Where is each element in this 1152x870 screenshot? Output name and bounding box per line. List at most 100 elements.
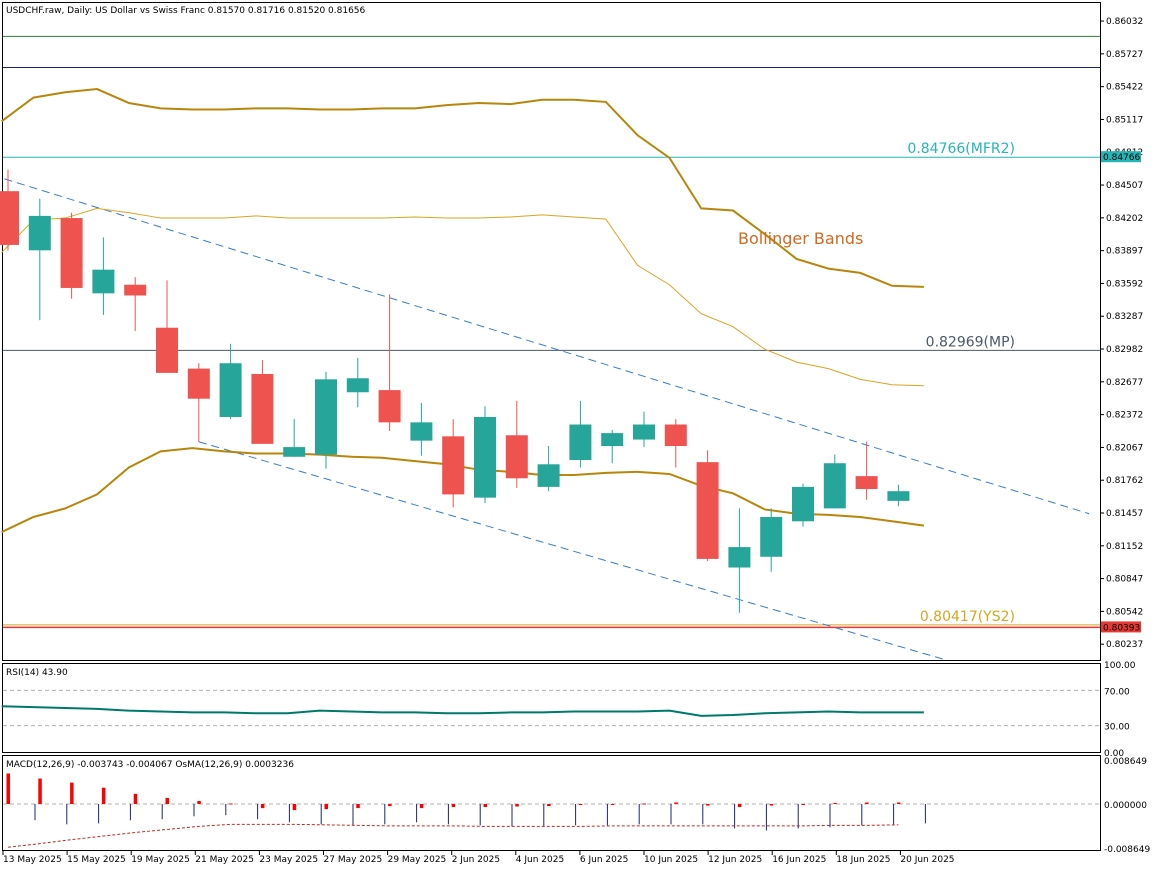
- candle-body[interactable]: [442, 436, 465, 495]
- candle-body[interactable]: [505, 435, 528, 479]
- candle[interactable]: [283, 419, 306, 457]
- macd-axis-label: 0.008649: [1104, 757, 1147, 767]
- candle-body[interactable]: [251, 373, 274, 444]
- time-axis-label: 20 Jun 2025: [900, 855, 954, 865]
- candle-body[interactable]: [92, 269, 115, 294]
- candle-body[interactable]: [474, 416, 496, 498]
- candle-body[interactable]: [28, 215, 51, 251]
- candle[interactable]: [601, 429, 624, 464]
- candle-body[interactable]: [410, 422, 433, 441]
- price-axis-label: 0.82677: [1106, 378, 1143, 388]
- price-axis-label: 0.83592: [1106, 279, 1143, 289]
- macd-axis-label: 0.000000: [1104, 801, 1147, 811]
- price-axis-label: 0.86032: [1106, 17, 1143, 27]
- candle-body[interactable]: [0, 191, 19, 245]
- mfr2-level-label: 0.84766(MFR2): [907, 141, 1015, 157]
- osma-bar: [610, 804, 615, 805]
- candle[interactable]: [315, 371, 337, 469]
- macd-title: MACD(12,26,9) -0.003743 -0.004067 OsMA(1…: [6, 760, 294, 770]
- candle[interactable]: [633, 411, 655, 448]
- candle[interactable]: [0, 169, 19, 251]
- osma-bar: [229, 803, 233, 805]
- candle-body[interactable]: [569, 424, 592, 460]
- candle[interactable]: [728, 508, 751, 613]
- candle-body[interactable]: [792, 486, 814, 522]
- osma-bar: [833, 802, 837, 804]
- candle[interactable]: [60, 212, 83, 299]
- price-axis-label: 0.82067: [1106, 443, 1143, 453]
- candle-body[interactable]: [346, 378, 369, 393]
- rsi-panel-frame: [2, 663, 1101, 753]
- candle-body[interactable]: [855, 476, 878, 490]
- price-axis-label: 0.80542: [1106, 607, 1143, 617]
- time-axis-label: 2 Jun 2025: [452, 855, 500, 865]
- candle[interactable]: [442, 419, 465, 508]
- candle[interactable]: [187, 363, 210, 442]
- candle[interactable]: [696, 450, 719, 562]
- candle-body[interactable]: [60, 218, 83, 288]
- candle[interactable]: [410, 403, 433, 456]
- osma-bar: [674, 802, 678, 804]
- osma-bar: [70, 782, 74, 804]
- candle[interactable]: [760, 508, 783, 572]
- candle[interactable]: [569, 400, 592, 468]
- mfr2-price-tag: [1101, 151, 1141, 163]
- candle[interactable]: [664, 419, 687, 468]
- candle-body[interactable]: [601, 433, 624, 447]
- candle[interactable]: [346, 357, 369, 408]
- candle-body[interactable]: [728, 547, 751, 568]
- price-panel-frame: [2, 2, 1101, 661]
- candle-body[interactable]: [696, 462, 719, 559]
- candle[interactable]: [251, 359, 274, 444]
- time-axis-label: 23 May 2025: [259, 855, 318, 865]
- candle[interactable]: [505, 400, 528, 488]
- candle[interactable]: [378, 294, 401, 431]
- candle[interactable]: [219, 343, 242, 420]
- candle-body[interactable]: [219, 363, 242, 417]
- candle[interactable]: [156, 280, 178, 373]
- current-price-tag-text: 0.80393: [1103, 623, 1140, 633]
- osma-bar: [578, 804, 583, 806]
- price-panel[interactable]: 0.84766(MFR2) 0.82969(MP) 0.80417(YS2) Boll…: [0, 35, 1100, 661]
- osma-bar: [197, 800, 201, 804]
- channel-upper-line[interactable]: [0, 175, 1090, 515]
- osma-bar: [133, 793, 138, 804]
- candle[interactable]: [792, 483, 814, 527]
- price-axis-label: 0.82982: [1106, 345, 1143, 355]
- macd-panel[interactable]: MACD(12,26,9) -0.003743 -0.004067 OsMA(1…: [3, 760, 1100, 848]
- candle[interactable]: [887, 484, 910, 507]
- candle-body[interactable]: [124, 284, 147, 296]
- osma-bar: [865, 802, 869, 804]
- candle-body[interactable]: [315, 379, 337, 455]
- candle-body[interactable]: [633, 424, 655, 440]
- rsi-axis-label: 0.00: [1104, 749, 1124, 759]
- osma-bar: [706, 804, 710, 806]
- candle-body[interactable]: [378, 390, 401, 423]
- rsi-panel[interactable]: RSI(14) 43.90: [1, 668, 1100, 727]
- candle[interactable]: [474, 406, 496, 504]
- candle-body[interactable]: [664, 424, 687, 447]
- candle[interactable]: [855, 441, 878, 500]
- symbol-info: USDCHF.raw, Daily: US Dollar vs Swiss Fr…: [6, 6, 366, 16]
- candle[interactable]: [124, 277, 147, 331]
- price-axis-label: 0.81762: [1106, 476, 1143, 486]
- candle[interactable]: [92, 237, 115, 315]
- mp-level-label: 0.82969(MP): [926, 334, 1015, 350]
- osma-bar: [547, 804, 551, 807]
- candle-body[interactable]: [823, 463, 846, 509]
- osma-bar: [388, 804, 392, 807]
- candle[interactable]: [28, 198, 51, 321]
- candle-body[interactable]: [887, 491, 910, 501]
- time-axis-label: 12 Jun 2025: [708, 855, 762, 865]
- candle-body[interactable]: [187, 368, 210, 399]
- bollinger-upper-band: [1, 88, 924, 288]
- candle-body[interactable]: [156, 327, 178, 373]
- candle-body[interactable]: [537, 464, 560, 487]
- price-axis-label: 0.85422: [1106, 83, 1143, 93]
- candle[interactable]: [537, 446, 560, 492]
- time-axis-label: 21 May 2025: [195, 855, 254, 865]
- candle[interactable]: [823, 454, 846, 509]
- candle-body[interactable]: [283, 447, 306, 457]
- candle-body[interactable]: [760, 516, 783, 557]
